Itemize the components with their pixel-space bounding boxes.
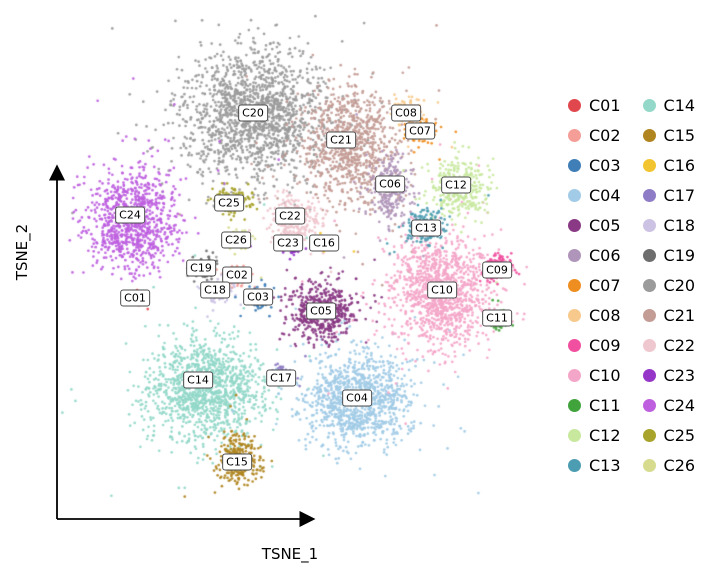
legend-dot-c09 [568, 338, 581, 352]
legend-item-c11: C11 [568, 390, 621, 420]
legend-label-c16: C16 [663, 155, 696, 175]
legend-dot-c17 [642, 188, 656, 202]
legend-label-c10: C10 [589, 365, 621, 385]
legend-label-c20: C20 [663, 275, 696, 295]
legend-item-c09: C09 [568, 330, 621, 360]
legend-label-c24: C24 [663, 395, 696, 415]
legend-dot-c12 [568, 428, 581, 442]
legend-dot-c24 [642, 398, 656, 412]
legend-dot-c05 [568, 218, 581, 232]
legend-item-c05: C05 [568, 210, 621, 240]
legend-dot-c15 [642, 128, 656, 142]
legend-dot-c04 [568, 188, 581, 202]
legend-label-c23: C23 [663, 365, 696, 385]
legend-dot-c06 [568, 248, 581, 262]
legend-item-c14: C14 [642, 90, 696, 120]
legend-item-c04: C04 [568, 180, 621, 210]
legend-dot-c08 [568, 308, 581, 322]
legend-dot-c21 [642, 308, 656, 322]
x-axis-label: TSNE_1 [261, 545, 319, 563]
legend-label-c13: C13 [589, 455, 621, 475]
legend-item-c21: C21 [642, 300, 696, 330]
legend-dot-c22 [642, 338, 656, 352]
legend-label-c26: C26 [663, 455, 696, 475]
legend-label-c09: C09 [589, 335, 621, 355]
legend-item-c24: C24 [642, 390, 696, 420]
legend-item-c12: C12 [568, 420, 621, 450]
legend-item-c20: C20 [642, 270, 696, 300]
legend-label-c15: C15 [663, 125, 696, 145]
legend-item-c08: C08 [568, 300, 621, 330]
legend-item-c07: C07 [568, 270, 621, 300]
legend-dot-c19 [642, 248, 656, 262]
legend-label-c11: C11 [589, 395, 621, 415]
legend-item-c25: C25 [642, 420, 696, 450]
legend-item-c19: C19 [642, 240, 696, 270]
legend-label-c19: C19 [663, 245, 696, 265]
legend-label-c18: C18 [663, 215, 696, 235]
legend-item-c26: C26 [642, 450, 696, 480]
legend-dot-c01 [568, 98, 581, 112]
legend-col-2: C14 C15 C16 C17 C18 C19 C20 C21 C22 C23 C24 C25 C26 [642, 90, 696, 480]
legend-label-c14: C14 [663, 95, 696, 115]
legend-label-c01: C01 [589, 95, 621, 115]
legend-dot-c23 [642, 368, 656, 382]
legend-dot-c26 [642, 458, 656, 472]
legend-dot-c10 [568, 368, 581, 382]
legend-dot-c03 [568, 158, 581, 172]
legend-label-c06: C06 [589, 245, 621, 265]
legend-dot-c25 [642, 428, 656, 442]
legend-item-c18: C18 [642, 210, 696, 240]
legend-label-c03: C03 [589, 155, 621, 175]
legend-item-c15: C15 [642, 120, 696, 150]
legend-dot-c18 [642, 218, 656, 232]
legend-item-c01: C01 [568, 90, 621, 120]
legend-label-c08: C08 [589, 305, 621, 325]
legend: C01 C02 C03 C04 C05 C06 C07 C08 C09 C10 C11 C12 C13 … [568, 90, 695, 480]
legend-dot-c07 [568, 278, 581, 292]
legend-dot-c16 [642, 158, 656, 172]
legend-label-c12: C12 [589, 425, 621, 445]
legend-label-c07: C07 [589, 275, 621, 295]
legend-item-c10: C10 [568, 360, 621, 390]
legend-item-c06: C06 [568, 240, 621, 270]
legend-item-c03: C03 [568, 150, 621, 180]
legend-label-c02: C02 [589, 125, 621, 145]
legend-col-1: C01 C02 C03 C04 C05 C06 C07 C08 C09 C10 C11 C12 C13 [568, 90, 621, 480]
legend-label-c17: C17 [663, 185, 696, 205]
legend-dot-c11 [568, 398, 581, 412]
legend-item-c13: C13 [568, 450, 621, 480]
legend-label-c21: C21 [663, 305, 696, 325]
legend-dot-c02 [568, 128, 581, 142]
legend-item-c22: C22 [642, 330, 696, 360]
legend-label-c05: C05 [589, 215, 621, 235]
legend-dot-c14 [642, 98, 656, 112]
legend-dot-c20 [642, 278, 656, 292]
legend-item-c23: C23 [642, 360, 696, 390]
legend-label-c04: C04 [589, 185, 621, 205]
legend-dot-c13 [568, 458, 581, 472]
legend-label-c25: C25 [663, 425, 696, 445]
legend-item-c02: C02 [568, 120, 621, 150]
legend-label-c22: C22 [663, 335, 696, 355]
legend-item-c16: C16 [642, 150, 696, 180]
y-axis-label: TSNE_2 [13, 223, 31, 281]
legend-item-c17: C17 [642, 180, 696, 210]
